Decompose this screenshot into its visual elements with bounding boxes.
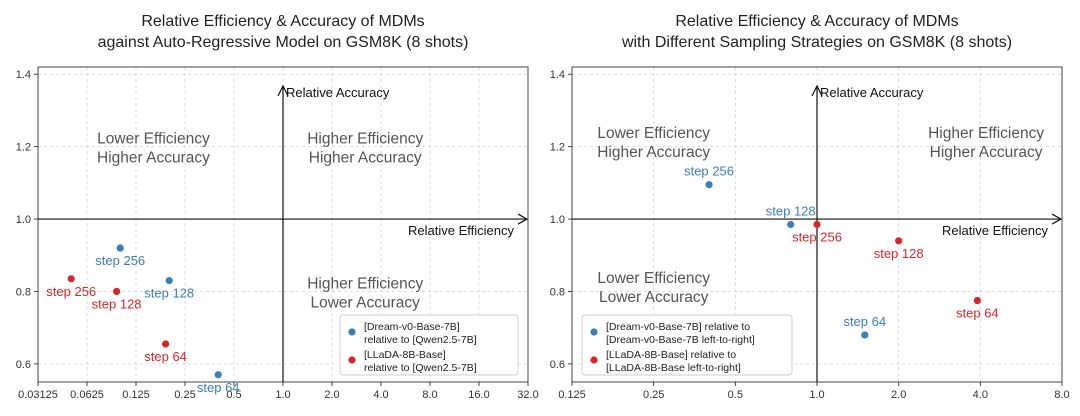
quadrant-label-line-2: Higher Accuracy xyxy=(97,150,210,167)
legend-entry-line-1: [LLaDA-8B-Base] xyxy=(364,349,446,361)
quadrant-label-line-1: Higher Efficiency xyxy=(307,131,423,148)
data-point xyxy=(165,277,173,285)
x-axis-label: Relative Efficiency xyxy=(408,223,514,238)
chart-title-line-1: Relative Efficiency & Accuracy of MDMs xyxy=(675,13,958,30)
x-tick-label: 4.0 xyxy=(973,389,988,401)
data-label: step 256 xyxy=(792,230,842,245)
y-tick-label: 1.4 xyxy=(550,69,565,81)
y-axis-label: Relative Accuracy xyxy=(286,85,390,100)
x-tick-label: 0.125 xyxy=(122,389,150,401)
quadrant-label-line-1: Lower Efficiency xyxy=(97,131,210,148)
quadrant-label-line-2: Higher Accuracy xyxy=(597,144,710,161)
chart-panel-2: Relative Efficiency & Accuracy of MDMs wi… xyxy=(550,13,1070,401)
quadrant-label-line-1: Lower Efficiency xyxy=(597,125,710,142)
quadrant-label-line-2: Higher Accuracy xyxy=(309,150,422,167)
data-label: step 128 xyxy=(92,296,142,311)
y-tick-label: 0.8 xyxy=(550,286,565,298)
data-label: step 256 xyxy=(46,284,96,299)
x-tick-label: 16.0 xyxy=(468,389,489,401)
x-tick-label: 2.0 xyxy=(324,389,339,401)
data-label: step 128 xyxy=(144,286,194,301)
data-point xyxy=(895,237,903,245)
x-tick-label: 0.25 xyxy=(643,389,664,401)
legend-entry-line-1: [LLaDA-8B-Base] relative to xyxy=(606,349,736,361)
y-tick-label: 1.0 xyxy=(16,214,31,226)
y-tick-label: 0.8 xyxy=(16,286,31,298)
data-point xyxy=(861,331,869,339)
x-tick-label: 2.0 xyxy=(891,389,906,401)
x-axis-label: Relative Efficiency xyxy=(942,223,1048,238)
data-point xyxy=(973,296,981,305)
legend-entry-line-2: relative to [Qwen2.5-7B] xyxy=(364,334,477,346)
x-tick-label: 0.5 xyxy=(728,389,743,401)
accuracy-axis-arrow xyxy=(277,84,289,97)
data-label: step 128 xyxy=(766,204,816,219)
data-point xyxy=(787,220,795,229)
y-axis-label: Relative Accuracy xyxy=(820,85,924,100)
x-tick-label: 8.0 xyxy=(1054,389,1069,401)
data-label: step 256 xyxy=(95,253,145,268)
efficiency-axis-arrow xyxy=(1051,213,1063,225)
y-tick-label: 0.6 xyxy=(16,359,31,371)
x-tick-label: 8.0 xyxy=(422,389,437,401)
data-point xyxy=(67,275,75,283)
data-point xyxy=(813,220,821,229)
x-tick-label: 0.03125 xyxy=(18,389,58,401)
x-tick-label: 1.0 xyxy=(275,389,290,401)
data-label: step 64 xyxy=(144,349,187,364)
x-tick-label: 1.0 xyxy=(809,389,824,401)
y-tick-label: 1.4 xyxy=(16,69,31,81)
legend-entry-line-2: [Dream-v0-Base-7B left-to-right] xyxy=(606,334,755,346)
data-label: step 64 xyxy=(956,306,999,321)
chart-title-line-2: against Auto-Regressive Model on GSM8K (… xyxy=(98,34,469,51)
data-point xyxy=(705,181,713,189)
x-tick-label: 32.0 xyxy=(517,389,538,401)
y-tick-label: 1.2 xyxy=(16,142,31,154)
chart-panel-1: Relative Efficiency & Accuracy of MDMs ag… xyxy=(16,13,539,401)
data-point xyxy=(116,244,124,252)
legend-entry-line-1: [Dream-v0-Base-7B] relative to xyxy=(606,321,750,333)
y-tick-label: 1.2 xyxy=(550,142,565,154)
quadrant-label-line-2: Lower Accuracy xyxy=(599,289,709,306)
data-point xyxy=(214,371,222,379)
data-point xyxy=(161,340,170,348)
data-label: step 256 xyxy=(684,164,734,179)
quadrant-label-line-1: Higher Efficiency xyxy=(928,125,1044,142)
data-point xyxy=(112,287,121,296)
legend-entry-line-1: [Dream-v0-Base-7B] xyxy=(364,321,460,333)
chart-title-line-1: Relative Efficiency & Accuracy of MDMs xyxy=(141,13,424,30)
y-tick-label: 0.6 xyxy=(550,359,565,371)
accuracy-axis-arrow xyxy=(811,84,823,97)
efficiency-axis-arrow xyxy=(517,213,529,225)
legend-marker xyxy=(590,328,598,336)
data-label: step 64 xyxy=(843,314,886,329)
quadrant-label-line-2: Higher Accuracy xyxy=(930,144,1043,161)
y-tick-label: 1.0 xyxy=(550,214,565,226)
data-label: step 64 xyxy=(197,380,240,395)
legend-marker xyxy=(590,356,598,364)
chart-title-line-2: with Different Sampling Strategies on GS… xyxy=(621,34,1012,51)
quadrant-label-line-1: Lower Efficiency xyxy=(597,270,710,287)
legend-entry-line-2: [LLaDA-8B-Base left-to-right] xyxy=(606,362,741,374)
x-tick-label: 0.125 xyxy=(558,389,586,401)
data-label: step 128 xyxy=(874,246,924,261)
quadrant-label-line-2: Lower Accuracy xyxy=(311,294,421,311)
legend-box xyxy=(339,314,519,376)
x-tick-label: 0.0625 xyxy=(70,389,104,401)
x-tick-label: 0.5 xyxy=(226,389,241,401)
legend-marker xyxy=(348,328,356,336)
x-tick-label: 4.0 xyxy=(373,389,388,401)
quadrant-label-line-1: Higher Efficiency xyxy=(307,275,423,292)
legend-entry-line-2: relative to [Qwen2.5-7B] xyxy=(364,362,477,374)
legend-box xyxy=(581,314,793,376)
legend-marker xyxy=(348,356,356,364)
x-tick-label: 0.25 xyxy=(174,389,195,401)
